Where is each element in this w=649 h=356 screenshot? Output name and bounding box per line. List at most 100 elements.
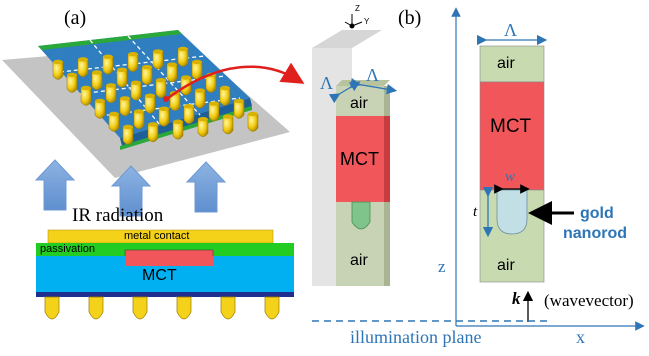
cell-mct-label: MCT	[340, 149, 379, 169]
cross-section-nanorod	[264, 296, 280, 320]
nanorod-cap	[220, 85, 230, 91]
b-wavevector-label: (wavevector)	[544, 291, 634, 310]
b-mct-label: MCT	[490, 116, 532, 137]
z-axis-label: z	[438, 257, 446, 276]
nanorod-cap	[167, 62, 177, 67]
cross-section-nanorod	[220, 296, 236, 320]
cross-section	[36, 229, 294, 320]
nanorod-cap	[145, 93, 155, 99]
nanorod-cap	[103, 54, 113, 59]
nanorod	[247, 113, 259, 132]
nanorod	[94, 100, 106, 119]
b-nanorod	[496, 189, 528, 235]
nanorod	[141, 66, 153, 85]
nanorod-cap	[184, 104, 194, 109]
cross-section-nanorod	[88, 296, 104, 320]
substrate-layer	[36, 292, 294, 297]
illumination-plane-label: illumination plane	[350, 327, 482, 347]
ir-arrows	[34, 159, 227, 217]
nanorod	[191, 61, 203, 80]
nanorod	[127, 53, 139, 72]
nanorod	[91, 72, 103, 91]
panel-b-label: (b)	[398, 7, 422, 29]
panel-a-label: (a)	[64, 7, 87, 29]
nanorod	[158, 108, 170, 127]
cell-air-bottom-label: air	[350, 252, 368, 269]
nanorod	[144, 95, 156, 114]
nanorod	[130, 82, 142, 101]
nanorod	[105, 85, 117, 104]
cell-mct	[336, 116, 384, 202]
nanorod	[108, 113, 120, 132]
array-3d-illustration	[2, 30, 305, 178]
nanorod	[183, 105, 195, 124]
contact-implant-inner	[125, 256, 213, 266]
nanorod	[219, 87, 231, 106]
x-axis-label: x	[576, 327, 585, 347]
nanorod-cap	[131, 80, 141, 86]
nanorod-cap	[159, 106, 169, 112]
nanorod-cap	[106, 83, 116, 88]
cross-section-rods	[44, 296, 280, 320]
b-air-top-label: air	[497, 55, 515, 72]
nanorod-cap	[156, 78, 166, 83]
nanorod-cap	[67, 72, 77, 78]
cell-lambda-right: Λ	[366, 65, 380, 85]
cell-top-shadow	[312, 30, 382, 48]
triad-y-label: Y	[364, 17, 370, 26]
b-air-bottom-label: air	[497, 257, 515, 274]
nanorod-cap	[134, 109, 144, 114]
nanorod-cap	[153, 49, 163, 54]
nanorod-cap	[81, 85, 91, 91]
nanorod-cap	[195, 88, 205, 93]
nanorod	[119, 98, 131, 117]
nanorod-cap	[142, 65, 152, 70]
cell-nanorod	[351, 201, 371, 230]
b-lambda-label: Λ	[504, 20, 518, 40]
b-nanorod-label: nanorod	[563, 225, 627, 242]
nanorod-cap	[178, 46, 188, 52]
nanorod-cap	[198, 117, 208, 122]
coord-triad	[344, 14, 363, 29]
nanorod-cap	[92, 70, 102, 75]
cell-lambda-left: Λ	[320, 73, 334, 93]
nanorod	[152, 51, 164, 70]
nanorod	[80, 87, 92, 106]
nanorod-cap	[173, 119, 183, 125]
b-t-label: t	[473, 204, 478, 220]
nanorod	[116, 69, 128, 88]
panel-b-schematic	[312, 7, 645, 331]
b-gold-label: gold	[580, 205, 614, 222]
metal-contact-label: metal contact	[124, 230, 190, 242]
triad-z-label: Z	[355, 4, 360, 13]
nanorod-cap	[78, 57, 88, 62]
nanorod-cap	[223, 114, 233, 119]
nanorod-cap	[128, 52, 138, 57]
nanorod	[197, 118, 209, 137]
cross-section-nanorod	[132, 296, 148, 320]
lambda-arrow-right	[350, 78, 398, 95]
nanorod-cap	[148, 122, 158, 127]
nanorod	[194, 90, 206, 109]
zoom-origin-dot	[163, 96, 169, 102]
b-mct	[479, 81, 545, 191]
nanorod	[122, 126, 134, 145]
nanorod-cap	[95, 98, 105, 104]
b-w-label: w	[505, 169, 516, 185]
nanorod-cap	[123, 124, 133, 130]
ir-arrow-1	[34, 159, 76, 211]
nanorod-cap	[117, 67, 127, 73]
nanorod-cap	[53, 59, 63, 65]
cross-section-nanorod	[176, 296, 192, 320]
cell-air-top-label: air	[350, 95, 368, 112]
nanorod	[172, 121, 184, 140]
nanorod	[155, 79, 167, 98]
nanorod	[77, 59, 89, 78]
nanorod-cap	[209, 101, 219, 106]
b-k-label: k	[512, 289, 521, 308]
nanorod	[233, 100, 245, 119]
passivation-label: passivation	[40, 243, 96, 255]
cell-mct-side	[384, 116, 390, 202]
zoom-arrow	[167, 62, 305, 100]
